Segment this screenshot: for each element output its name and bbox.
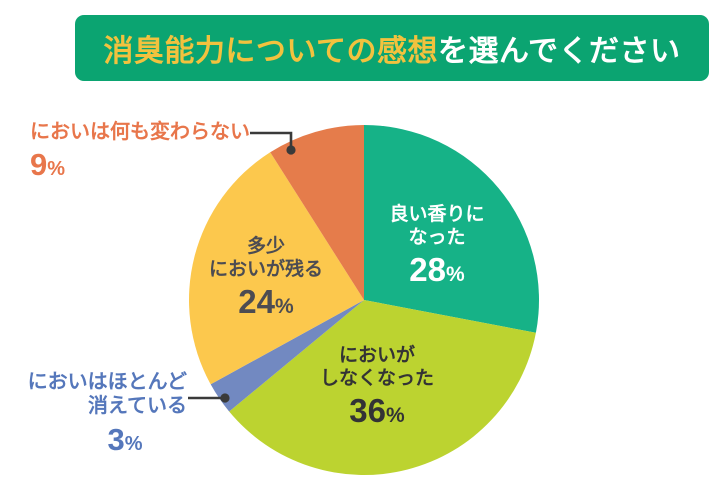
slice-label-text-line1: 良い香りに bbox=[389, 204, 485, 225]
leader-dot-almost-gone bbox=[220, 393, 230, 403]
slice-percent: 9% bbox=[30, 147, 66, 183]
slice-label-good-scent: 良い香りに なった 28% bbox=[389, 203, 484, 289]
slice-label-text-line2: なった bbox=[408, 227, 466, 249]
slice-label-no-smell: においが しなくなった 36% bbox=[320, 344, 434, 430]
pie-slice-2 bbox=[229, 300, 536, 476]
slice-percent: 36% bbox=[349, 392, 405, 430]
slice-label-text-line2: においが残る bbox=[208, 259, 324, 281]
pie-slice-3 bbox=[210, 300, 364, 412]
slice-percent: 3% bbox=[107, 421, 143, 457]
pie-slice-5 bbox=[270, 125, 364, 300]
slice-label-text-line2: 消えている bbox=[88, 395, 187, 418]
leader-dot-no-change bbox=[286, 145, 296, 155]
title-highlight: 消臭能力についての感想 bbox=[103, 35, 439, 68]
leader-line-no-change bbox=[250, 131, 293, 149]
slice-label-text-line2: しなくなった bbox=[319, 368, 435, 390]
slice-percent: 24% bbox=[238, 283, 294, 321]
title-banner: 消臭能力についての感想 を選んでください bbox=[75, 15, 709, 81]
slice-label-text-line1: においはほとんど bbox=[27, 371, 187, 393]
title-suffix: を選んでください bbox=[438, 35, 681, 68]
pie-slice-4 bbox=[189, 152, 364, 385]
slice-label-some-remains: 多少 においが残る 24% bbox=[209, 235, 323, 321]
slice-label-text-line1: 多少 bbox=[246, 236, 286, 257]
outside-label-almost-gone: においはほとんど 消えている 3% bbox=[27, 370, 187, 457]
slice-label-text-line1: においは何も変わらない bbox=[30, 121, 250, 143]
slice-label-text-line1: においが bbox=[338, 345, 416, 366]
slice-percent: 28% bbox=[409, 251, 465, 289]
pie-slice-1 bbox=[364, 125, 539, 333]
pie-slices bbox=[189, 125, 539, 476]
outside-label-no-change: においは何も変わらない 9% bbox=[30, 120, 250, 182]
